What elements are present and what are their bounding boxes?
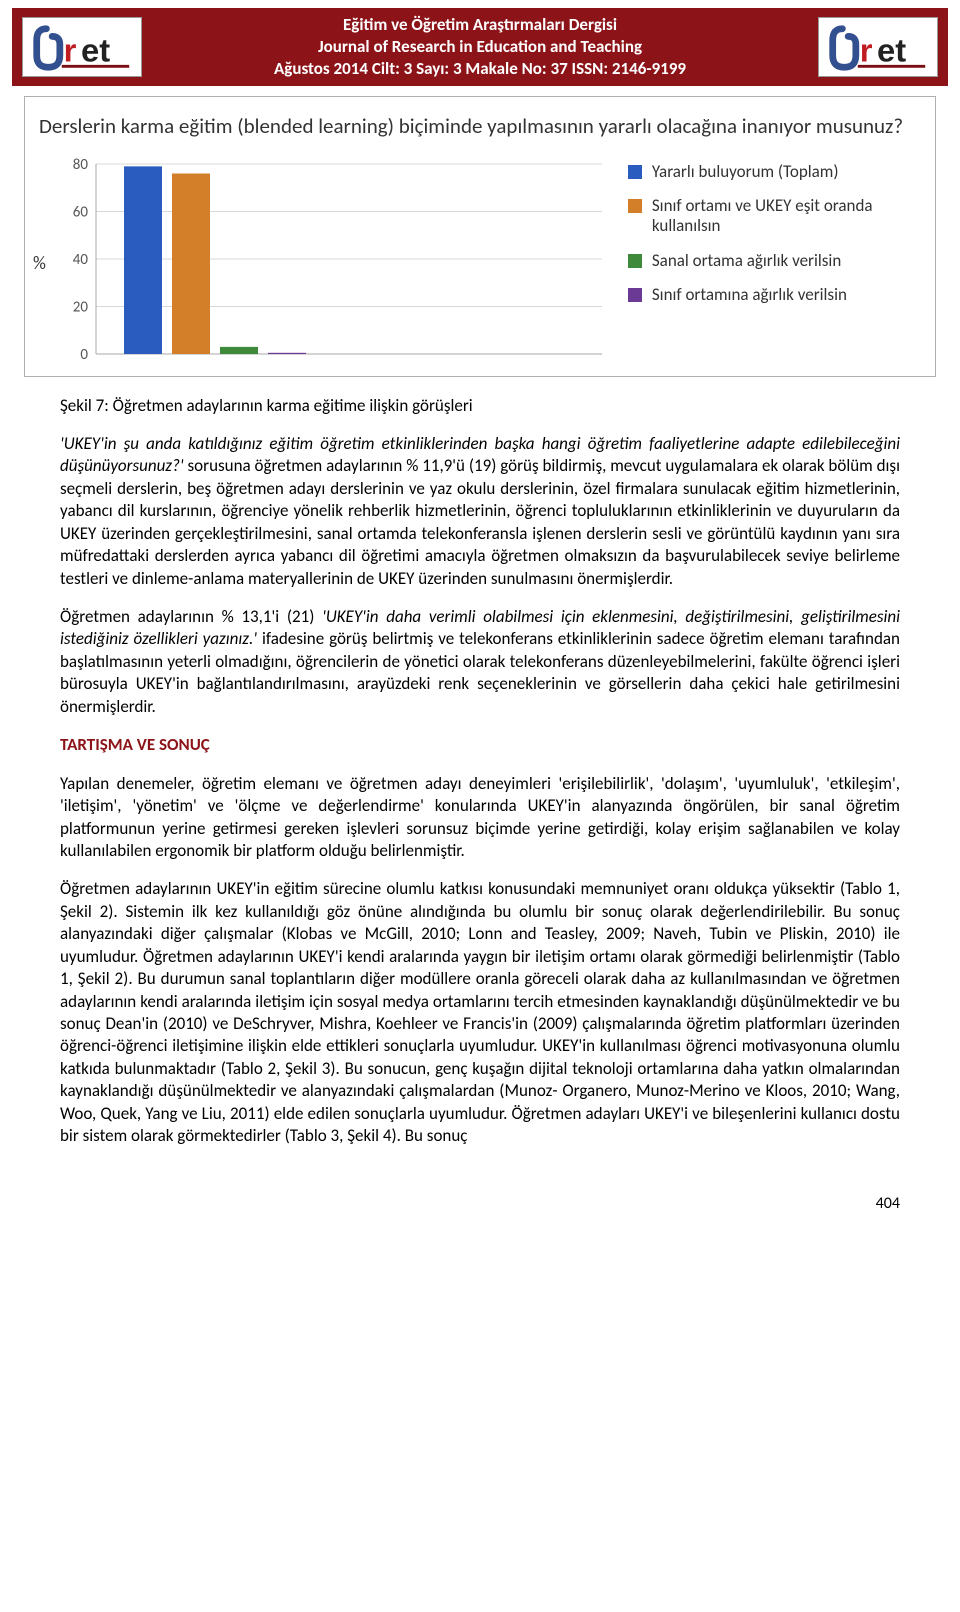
legend-label: Sanal ortama ağırlık verilsin (652, 251, 841, 271)
section-heading-discussion: TARTIŞMA VE SONUÇ (60, 734, 900, 756)
jret-logo-icon: r et (29, 22, 135, 72)
svg-text:r: r (64, 32, 77, 69)
legend-item: Sınıf ortamı ve UKEY eşit oranda kullanı… (628, 196, 888, 237)
legend-swatch (628, 254, 642, 268)
paragraph-2: Öğretmen adaylarının % 13,1'i (21) 'UKEY… (60, 606, 900, 718)
page-content: Şekil 7: Öğretmen adaylarının karma eğit… (0, 395, 960, 1194)
chart-title: Derslerin karma eğitim (blended learning… (39, 113, 923, 139)
page-number: 404 (0, 1194, 960, 1233)
svg-text:0: 0 (80, 346, 88, 364)
journal-header-band: r et Eğitim ve Öğretim Araştırmaları Der… (12, 8, 948, 86)
p2-pre: Öğretmen adaylarının % 13,1'i (21) (60, 606, 322, 627)
legend-label: Yararlı buluyorum (Toplam) (652, 162, 839, 182)
chart-legend: Yararlı buluyorum (Toplam) Sınıf ortamı v… (628, 162, 888, 320)
journal-title-tr: Eğitim ve Öğretim Araştırmaları Dergisi (150, 14, 810, 36)
legend-label: Sınıf ortamı ve UKEY eşit oranda kullanı… (652, 196, 888, 237)
svg-text:et: et (81, 32, 110, 69)
legend-swatch (628, 165, 642, 179)
figure-caption: Şekil 7: Öğretmen adaylarının karma eğit… (60, 395, 900, 417)
legend-swatch (628, 288, 642, 302)
svg-text:40: 40 (73, 251, 89, 269)
journal-title-block: Eğitim ve Öğretim Araştırmaları Dergisi … (142, 14, 818, 80)
chart-svg: 0 20 40 60 80 (52, 158, 612, 368)
legend-item: Sanal ortama ağırlık verilsin (628, 251, 888, 271)
legend-item: Sınıf ortamına ağırlık verilsin (628, 285, 888, 305)
chart-plot-area: % 0 20 40 60 80 (33, 158, 612, 368)
svg-text:et: et (877, 32, 906, 69)
journal-issue-line: Ağustos 2014 Cilt: 3 Sayı: 3 Makale No: … (150, 58, 810, 80)
chart-body: % 0 20 40 60 80 Yararlı buluyorum (Toplam) Sı… (33, 158, 927, 368)
legend-label: Sınıf ortamına ağırlık verilsin (652, 285, 847, 305)
chart-container: Derslerin karma eğitim (blended learning… (24, 96, 936, 376)
jret-logo-icon: r et (825, 22, 931, 72)
svg-text:80: 80 (73, 158, 89, 174)
journal-logo-left: r et (22, 17, 142, 77)
paragraph-1: 'UKEY'in şu anda katıldığınız eğitim öğr… (60, 433, 900, 590)
svg-text:20: 20 (73, 298, 89, 316)
legend-item: Yararlı buluyorum (Toplam) (628, 162, 888, 182)
svg-text:60: 60 (73, 203, 89, 221)
journal-logo-right: r et (818, 17, 938, 77)
paragraph-3: Yapılan denemeler, öğretim elemanı ve öğ… (60, 773, 900, 863)
chart-y-label: % (33, 252, 46, 274)
paragraph-4: Öğretmen adaylarının UKEY'in eğitim süre… (60, 878, 900, 1147)
svg-text:r: r (860, 32, 873, 69)
p1-rest: sorusuna öğretmen adaylarının % 11,9'ü (… (60, 455, 900, 588)
journal-title-en: Journal of Research in Education and Tea… (150, 36, 810, 58)
legend-swatch (628, 199, 642, 213)
